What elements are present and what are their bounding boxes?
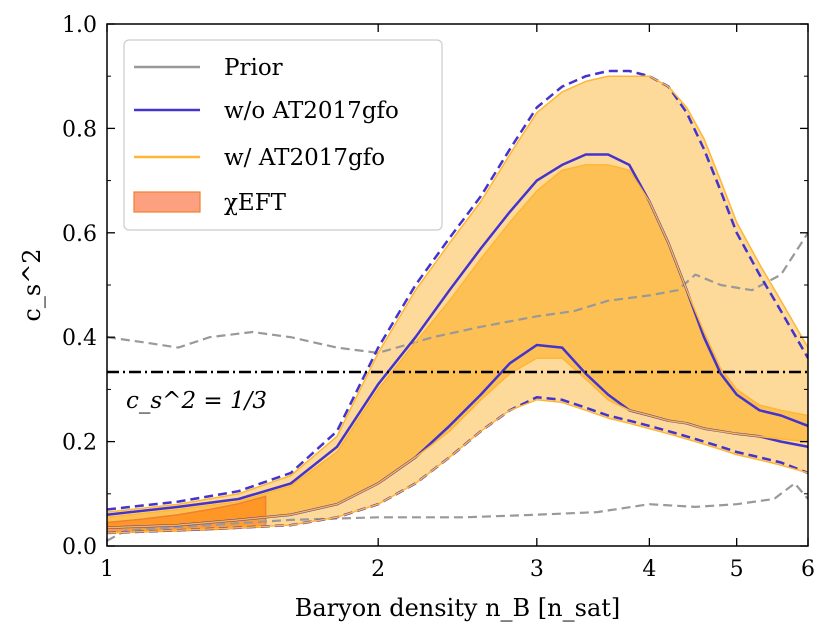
legend-box	[123, 39, 443, 231]
y-tick-label-1: 1.0	[62, 13, 97, 38]
series-lines	[107, 69, 808, 542]
y-tick-label-0.6: 0.6	[62, 222, 97, 247]
y-tick-label-0: 0.0	[62, 535, 97, 560]
legend: Prior w/o AT2017gfo w/ AT2017gfo χEFT	[123, 39, 443, 231]
series-line-w-8	[107, 357, 808, 529]
x-tick-label-1: 1	[100, 557, 114, 582]
series-line-wo-2	[107, 69, 808, 511]
series-line-w-6	[107, 75, 808, 513]
series-line-prior-1	[107, 482, 808, 542]
legend-handle-eft	[133, 191, 201, 213]
series-line-w-9	[107, 399, 808, 534]
x-tick-label-5: 5	[730, 557, 744, 582]
y-axis-label: c_s^2	[18, 248, 46, 321]
x-tick-label-2: 2	[371, 557, 385, 582]
legend-label-w: w/ AT2017gfo	[224, 145, 385, 171]
x-tick-label-4: 4	[642, 557, 656, 582]
band-w-at2017gfo-68	[107, 164, 808, 528]
axes: 1 2 3 4 5 6 0.0 0.2 0.4 0.6 0.8 1.0	[62, 13, 815, 582]
y-tick-label-0.8: 0.8	[62, 117, 97, 142]
x-axis-label: Baryon density n_B [n_sat]	[295, 594, 621, 622]
series-line-wo-5	[107, 395, 808, 535]
x-tick-label-3: 3	[530, 557, 544, 582]
series-line-prior-0	[107, 232, 808, 354]
y-tick-label-0.2: 0.2	[62, 431, 97, 456]
conformal-limit-annotation: c_s^2 = 1/3	[126, 388, 267, 414]
legend-label-prior: Prior	[224, 55, 283, 81]
series-line-wo-3	[107, 153, 808, 516]
y-tick-label-0.4: 0.4	[62, 326, 97, 351]
x-tick-label-6: 6	[801, 557, 815, 582]
legend-label-wo: w/o AT2017gfo	[224, 98, 399, 124]
legend-label-eft: χEFT	[224, 190, 287, 216]
